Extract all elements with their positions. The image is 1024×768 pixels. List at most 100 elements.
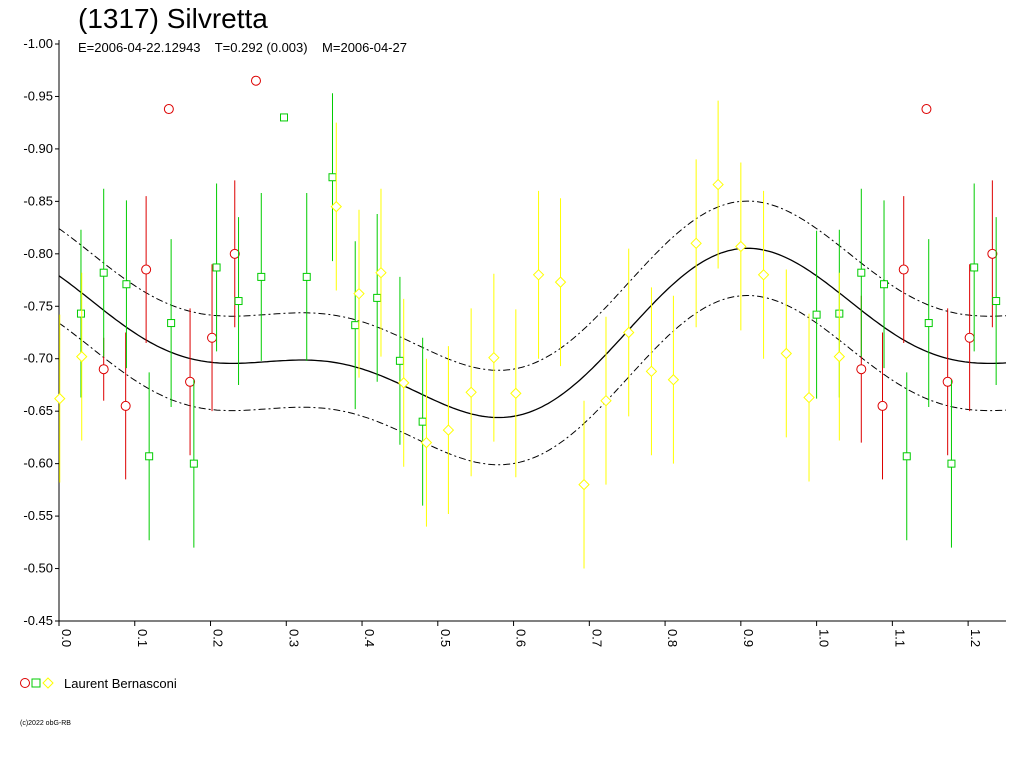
data-point-circle (921, 104, 932, 115)
legend-diamond-marker (42, 677, 54, 689)
data-point-circle (856, 364, 867, 375)
x-tick-label: 0.3 (286, 629, 301, 647)
data-point-diamond (375, 266, 387, 279)
chart-subtitle: E=2006-04-22.12943 T=0.292 (0.003) M=200… (78, 40, 407, 55)
x-tick-label: 0.1 (135, 629, 150, 647)
data-point-square (76, 309, 85, 318)
data-point-circle (185, 376, 196, 387)
data-point-circle (98, 364, 109, 375)
data-point-square (418, 417, 427, 426)
data-point-square (234, 297, 243, 306)
data-point-diamond (578, 478, 590, 491)
fit-band-lower (58, 294, 1007, 466)
x-tick-label: 0.5 (438, 629, 453, 647)
axes-layer: -1.00 -0.95 -0.90 -0.85 -0.80 -0.75 -0.70 -0.65… (23, 36, 1006, 647)
data-point-square (302, 272, 311, 281)
legend-circle-marker (20, 678, 30, 688)
data-point-diamond (420, 436, 433, 449)
y-tick-label: -0.50 (23, 561, 53, 576)
data-point-square (947, 459, 956, 468)
y-tick-label: -0.95 (23, 88, 53, 103)
x-tick-label: 0.4 (362, 629, 377, 647)
data-point-square (167, 319, 176, 328)
x-tick-label: 0.2 (211, 629, 226, 647)
data-points-layer (54, 75, 1001, 569)
y-tick-label: -0.70 (23, 351, 53, 366)
x-tick-label: 0.0 (59, 629, 74, 647)
data-point-square (280, 113, 289, 122)
x-tick-label: 0.9 (741, 629, 756, 647)
data-point-square (257, 272, 266, 281)
x-tick-label: 1.1 (892, 629, 907, 647)
data-point-diamond (353, 287, 365, 300)
data-point-circle (987, 248, 998, 259)
legend-markers (20, 677, 54, 689)
data-point-circle (120, 400, 131, 411)
data-point-circle (207, 332, 218, 343)
data-point-circle (964, 332, 975, 343)
data-point-diamond (398, 377, 410, 389)
x-tick-label: 0.6 (514, 629, 529, 647)
data-point-circle (877, 400, 888, 411)
fit-curve-line (58, 247, 1007, 419)
data-point-circle (250, 75, 261, 86)
data-point-diamond (465, 386, 477, 399)
data-point-circle (141, 264, 152, 275)
data-point-square (99, 268, 108, 277)
data-point-square (924, 319, 933, 328)
data-point-circle (163, 104, 174, 115)
data-point-circle (229, 248, 240, 259)
y-tick-label: -1.00 (23, 36, 53, 51)
y-tick-label: -0.75 (23, 298, 53, 313)
data-point-diamond (803, 391, 815, 404)
data-point-square (328, 173, 337, 182)
legend-observer-label: Laurent Bernasconi (64, 675, 177, 691)
y-tick-label: -0.55 (23, 508, 53, 523)
data-point-square (880, 280, 889, 289)
data-point-diamond (54, 392, 66, 405)
data-point-square (857, 268, 866, 277)
data-point-diamond (667, 374, 680, 386)
data-point-square (812, 310, 821, 319)
x-tick-label: 1.0 (817, 629, 832, 647)
data-point-square (351, 321, 360, 330)
data-point-circle (942, 376, 953, 387)
legend: Laurent Bernasconi (20, 674, 177, 692)
chart-title: (1317) Silvretta (78, 3, 268, 34)
y-tick-label: -0.90 (23, 141, 53, 156)
data-point-diamond (600, 394, 612, 407)
data-point-square (145, 452, 154, 461)
data-point-diamond (735, 240, 747, 253)
data-point-diamond (532, 269, 545, 281)
x-tick-label: 0.8 (665, 629, 680, 647)
data-point-square (992, 297, 1001, 306)
y-tick-label: -0.85 (23, 193, 53, 208)
y-tick-label: -0.80 (23, 246, 53, 261)
data-point-diamond (76, 350, 88, 363)
fit-curve-layer (58, 200, 1007, 466)
y-tick-label: -0.60 (23, 456, 53, 471)
data-point-diamond (833, 350, 846, 363)
data-point-square (122, 280, 131, 289)
y-tick-label: -0.65 (23, 403, 53, 418)
data-point-square (395, 356, 404, 365)
data-point-square (970, 263, 979, 272)
data-point-diamond (623, 326, 635, 339)
copyright-text: (c)2022 obG-RB (20, 720, 71, 727)
data-point-square (212, 263, 221, 272)
y-tick-label: -0.45 (23, 613, 53, 628)
data-point-diamond (510, 387, 522, 400)
data-point-diamond (690, 237, 702, 250)
x-tick-label: 0.7 (589, 629, 604, 647)
data-point-square (902, 452, 911, 461)
data-point-circle (898, 264, 909, 275)
legend-square-marker (31, 678, 41, 688)
data-point-diamond (554, 276, 567, 288)
data-point-square (189, 459, 198, 468)
data-point-diamond (442, 424, 455, 436)
data-point-diamond (330, 200, 342, 213)
fit-band-upper (58, 200, 1007, 371)
data-point-diamond (757, 269, 770, 281)
data-point-diamond (488, 351, 500, 364)
